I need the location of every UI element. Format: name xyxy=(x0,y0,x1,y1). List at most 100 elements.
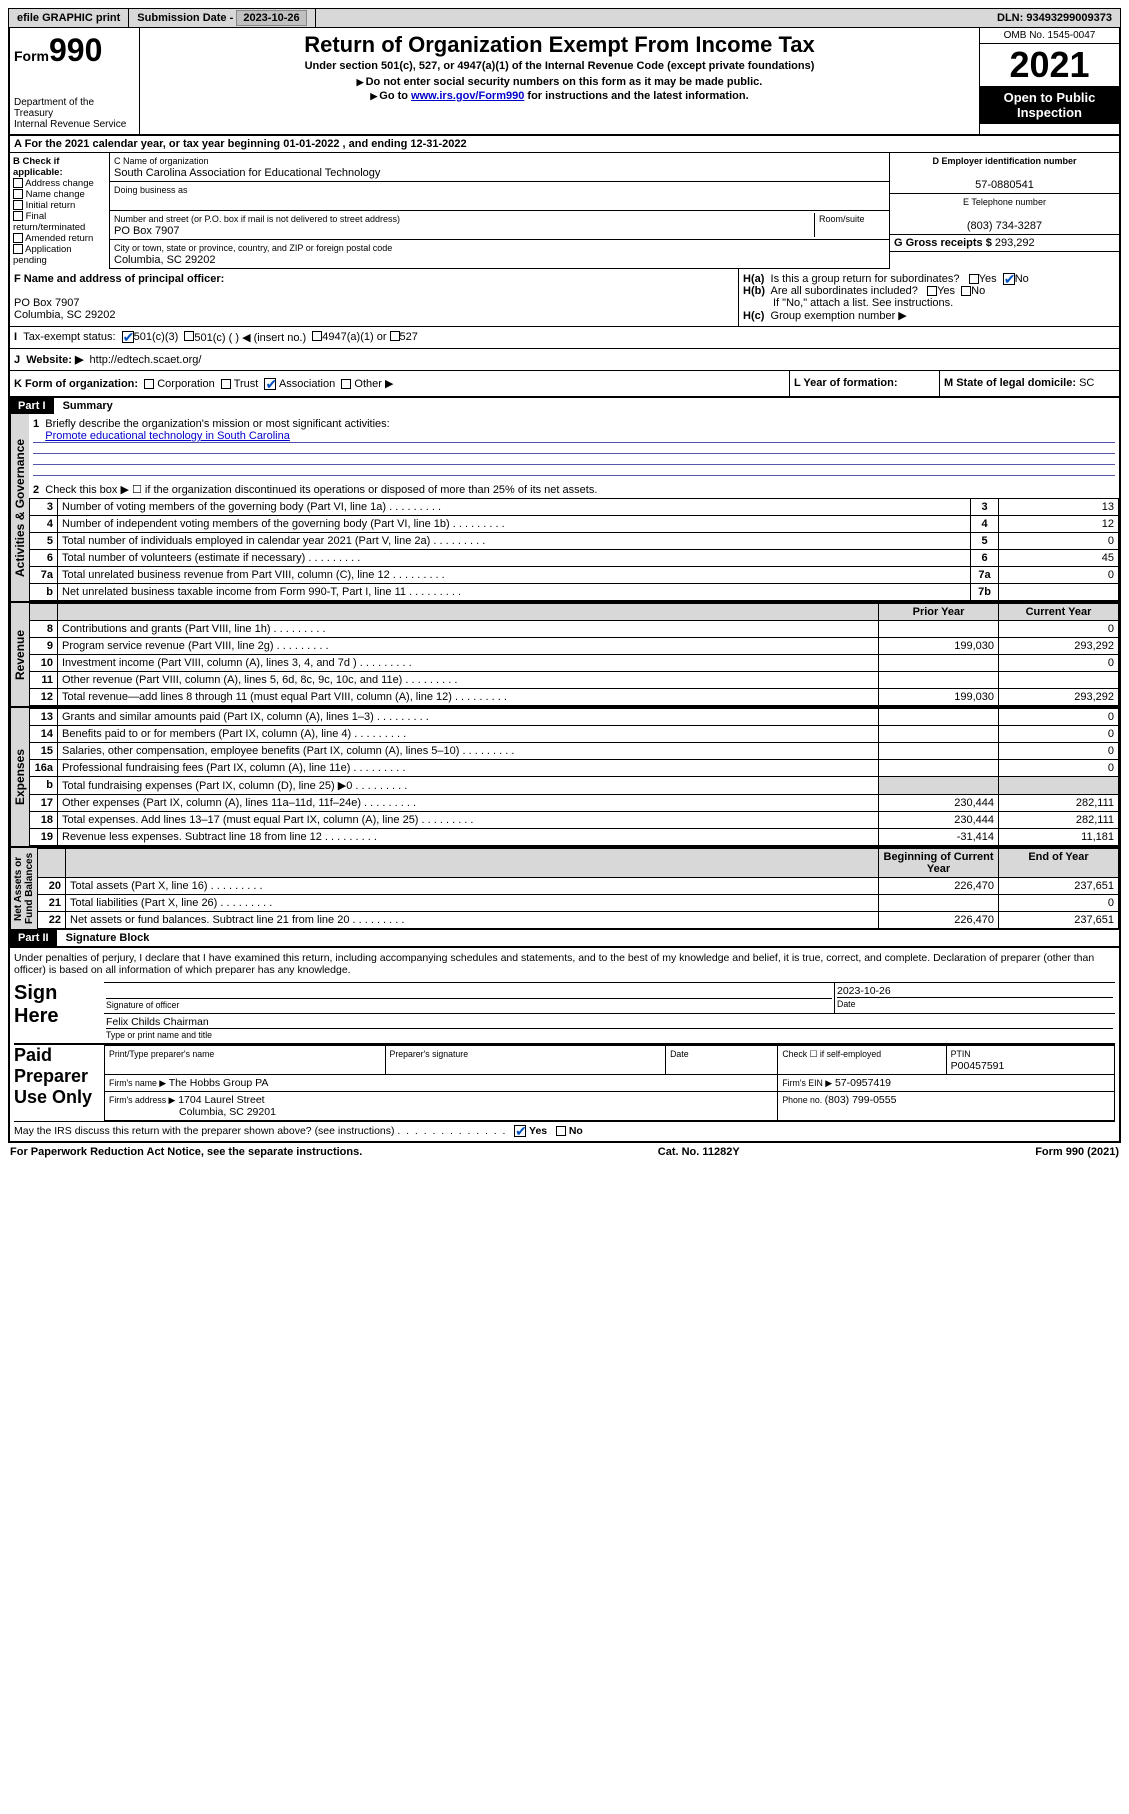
m-block: M State of legal domicile: SC xyxy=(939,371,1119,396)
irs-yes[interactable] xyxy=(514,1125,526,1137)
firm-name: The Hobbs Group PA xyxy=(169,1077,269,1089)
j-label: Website: ▶ xyxy=(26,354,83,366)
hb-no[interactable] xyxy=(961,286,971,296)
colb-item: Application pending xyxy=(13,244,106,266)
i-4947-check[interactable] xyxy=(312,331,322,341)
ein-label: D Employer identification number xyxy=(932,156,1076,166)
k-assoc-cb[interactable] xyxy=(264,378,276,390)
col-b: B Check if applicable: Address change Na… xyxy=(10,153,110,269)
goto-post: for instructions and the latest informat… xyxy=(527,90,748,102)
note-ssn: Do not enter social security numbers on … xyxy=(146,76,973,88)
k-other-cb[interactable] xyxy=(341,379,351,389)
paid-label: Paid Preparer Use Only xyxy=(14,1045,104,1121)
form-body: A For the 2021 calendar year, or tax yea… xyxy=(8,136,1121,948)
i-527: 527 xyxy=(400,331,418,344)
sign-here-label: Sign Here xyxy=(14,982,104,1043)
colb-checkbox[interactable] xyxy=(13,178,23,188)
city-row: City or town, state or province, country… xyxy=(110,240,889,269)
h-b-text: Are all subordinates included? xyxy=(771,285,918,297)
colb-checkbox[interactable] xyxy=(13,211,23,221)
irs-no[interactable] xyxy=(556,1126,566,1136)
no-1: No xyxy=(1015,273,1029,285)
open-pub-2: Inspection xyxy=(1017,105,1082,120)
addr-label: Number and street (or P.O. box if mail i… xyxy=(114,214,400,224)
l-block: L Year of formation: xyxy=(789,371,939,396)
f-label: F Name and address of principal officer: xyxy=(14,273,224,285)
hb-yes[interactable] xyxy=(927,286,937,296)
ptin-l: PTIN xyxy=(951,1049,971,1059)
org-name-label: C Name of organization xyxy=(114,156,209,166)
net-table: Beginning of Current YearEnd of Year20To… xyxy=(37,848,1119,929)
col-b-title: B Check if applicable: xyxy=(13,156,63,178)
k-corp-cb[interactable] xyxy=(144,379,154,389)
l-label: L Year of formation: xyxy=(794,377,898,389)
period-row: A For the 2021 calendar year, or tax yea… xyxy=(10,136,1119,153)
q2-text: 2 Check this box ▶ ☐ if the organization… xyxy=(29,481,1119,498)
no-2: No xyxy=(971,285,985,297)
part2-header: Part II Signature Block xyxy=(10,929,1119,946)
k-trust-cb[interactable] xyxy=(221,379,231,389)
prep-sig-l: Preparer's signature xyxy=(390,1049,469,1059)
top-bar: efile GRAPHIC print Submission Date - 20… xyxy=(8,8,1121,28)
room-label: Room/suite xyxy=(819,214,865,224)
firm-addr2: Columbia, SC 29201 xyxy=(179,1106,276,1118)
colb-item: Final return/terminated xyxy=(13,211,106,233)
dept-irs: Internal Revenue Service xyxy=(14,119,135,130)
header-right: OMB No. 1545-0047 2021 Open to Public In… xyxy=(979,28,1119,134)
colb-checkbox[interactable] xyxy=(13,189,23,199)
header-left: Form990 Department of the Treasury Inter… xyxy=(10,28,140,134)
k-block: K Form of organization: Corporation Trus… xyxy=(10,371,789,396)
submission-label: Submission Date - xyxy=(137,12,236,24)
note-goto: Go to www.irs.gov/Form990 for instructio… xyxy=(146,90,973,102)
i-label: Tax-exempt status: xyxy=(23,331,115,344)
part2-tag: Part II xyxy=(10,930,57,946)
q1-text: Briefly describe the organization's miss… xyxy=(45,418,389,430)
colb-checkbox[interactable] xyxy=(13,244,23,254)
form-number: Form990 xyxy=(14,32,135,69)
top-grid: B Check if applicable: Address change Na… xyxy=(10,153,1119,269)
colb-checkbox[interactable] xyxy=(13,233,23,243)
page-footer: For Paperwork Reduction Act Notice, see … xyxy=(8,1143,1121,1161)
i-4947: 4947(a)(1) or xyxy=(322,331,386,344)
i-501c3-check[interactable] xyxy=(122,331,134,343)
form-header: Form990 Department of the Treasury Inter… xyxy=(8,28,1121,136)
ha-yes[interactable] xyxy=(969,274,979,284)
h-c-text: Group exemption number ▶ xyxy=(771,310,907,322)
k-trust: Trust xyxy=(234,378,259,390)
gross-label: G Gross receipts $ xyxy=(894,237,995,249)
j-row: J Website: ▶ http://edtech.scaet.org/ xyxy=(10,349,1119,371)
goto-pre: Go to xyxy=(370,90,411,102)
exp-table: 13Grants and similar amounts paid (Part … xyxy=(29,708,1119,846)
f-h-row: F Name and address of principal officer:… xyxy=(10,269,1119,327)
f-block: F Name and address of principal officer:… xyxy=(10,269,739,326)
mission-link[interactable]: Promote educational technology in South … xyxy=(45,430,290,442)
part1-tag: Part I xyxy=(10,398,54,414)
ptin-v: P00457591 xyxy=(951,1060,1005,1072)
irs-yes-l: Yes xyxy=(529,1125,547,1137)
part1-title: Summary xyxy=(57,398,119,414)
colb-checkbox[interactable] xyxy=(13,200,23,210)
j-url: http://edtech.scaet.org/ xyxy=(90,354,202,366)
colb-item: Initial return xyxy=(13,200,106,211)
i-527-check[interactable] xyxy=(390,331,400,341)
f-addr1: PO Box 7907 xyxy=(14,297,79,309)
submission-date-button[interactable]: 2023-10-26 xyxy=(236,10,306,26)
firm-ein: 57-0957419 xyxy=(835,1077,891,1089)
col-d: D Employer identification number 57-0880… xyxy=(889,153,1119,269)
form-990: 990 xyxy=(49,32,102,68)
sig-name-label: Type or print name and title xyxy=(106,1030,212,1040)
k-label: K Form of organization: xyxy=(14,378,138,390)
q2: Check this box ▶ ☐ if the organization d… xyxy=(45,484,597,496)
firm-phone: (803) 799-0555 xyxy=(825,1094,897,1106)
sig-date-val: 2023-10-26 xyxy=(837,985,891,997)
h-block: H(a) Is this a group return for subordin… xyxy=(739,269,1119,326)
irs-link[interactable]: www.irs.gov/Form990 xyxy=(411,90,524,102)
klm-row: K Form of organization: Corporation Trus… xyxy=(10,371,1119,397)
topbar-spacer xyxy=(316,15,989,21)
addr-value: PO Box 7907 xyxy=(114,225,179,237)
header-mid: Return of Organization Exempt From Incom… xyxy=(140,28,979,134)
i-501c-check[interactable] xyxy=(184,331,194,341)
ha-no[interactable] xyxy=(1003,273,1015,285)
dln-value: 93493299009373 xyxy=(1026,12,1112,24)
phone-row: E Telephone number (803) 734-3287 xyxy=(890,194,1119,235)
